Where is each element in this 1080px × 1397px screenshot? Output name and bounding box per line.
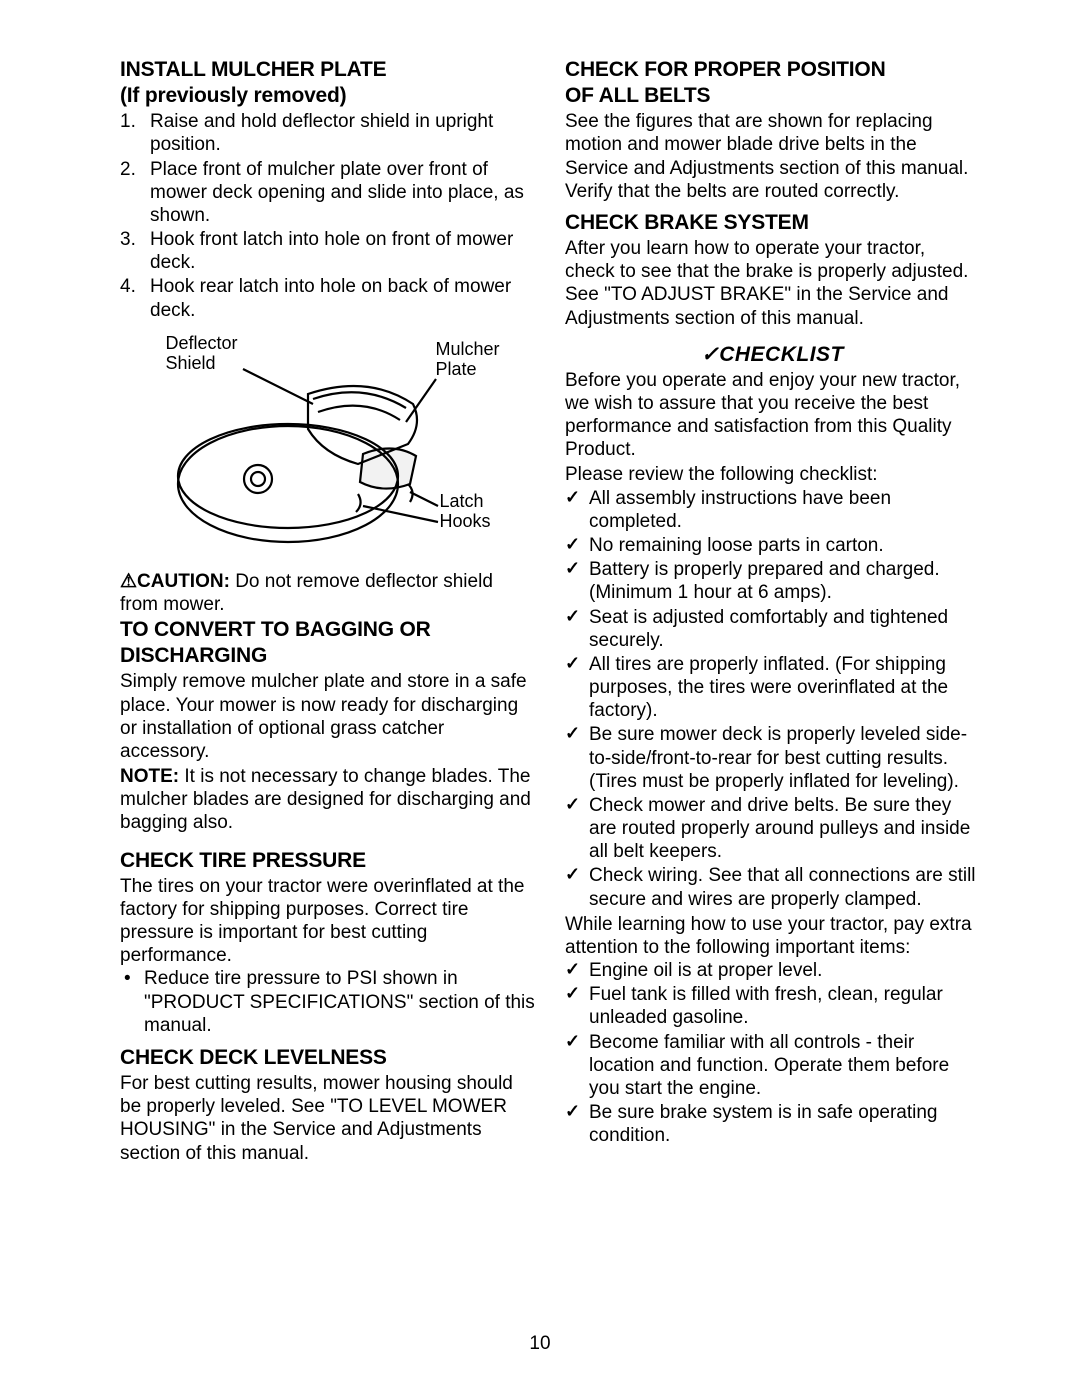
list-item: All tires are properly inflated. (For sh… — [565, 653, 980, 723]
list-item: Engine oil is at proper level. — [565, 959, 980, 982]
heading-checklist: ✓CHECKLIST — [565, 342, 980, 367]
list-item: Check mower and drive belts. Be sure the… — [565, 794, 980, 864]
heading-belts-2: OF ALL BELTS — [565, 84, 980, 108]
figure-label-latch: LatchHooks — [440, 492, 491, 532]
convert-note: NOTE: It is not necessary to change blad… — [120, 765, 535, 835]
page-content: INSTALL MULCHER PLATE (If previously rem… — [0, 0, 1080, 1165]
list-item: Become familiar with all controls - thei… — [565, 1031, 980, 1101]
heading-install-mulcher-2: (If previously removed) — [120, 84, 535, 108]
list-item: 2.Place front of mulcher plate over fron… — [120, 158, 535, 228]
tire-body: The tires on your tractor were overinfla… — [120, 875, 535, 968]
checklist-items-2: Engine oil is at proper level. Fuel tank… — [565, 959, 980, 1147]
heading-deck: CHECK DECK LEVELNESS — [120, 1046, 535, 1070]
bullet-text: Reduce tire pressure to PSI shown in "PR… — [144, 968, 535, 1035]
step-text: Hook rear latch into hole on back of mow… — [150, 276, 511, 320]
brake-body: After you learn how to operate your trac… — [565, 237, 980, 330]
heading-convert-2: DISCHARGING — [120, 644, 535, 668]
caution-label: ⚠CAUTION: — [120, 571, 230, 592]
list-item: Be sure mower deck is properly leveled s… — [565, 723, 980, 793]
left-column: INSTALL MULCHER PLATE (If previously rem… — [120, 56, 535, 1165]
list-item: No remaining loose parts in carton. — [565, 534, 980, 557]
install-mulcher-steps: 1.Raise and hold deflector shield in upr… — [120, 110, 535, 322]
checklist-please: Please review the following checklist: — [565, 463, 980, 486]
convert-body: Simply remove mulcher plate and store in… — [120, 670, 535, 763]
step-text: Hook front latch into hole on front of m… — [150, 229, 513, 273]
list-item: 1.Raise and hold deflector shield in upr… — [120, 110, 535, 156]
figure-label-mulcher: MulcherPlate — [436, 340, 500, 380]
list-item: All assembly instructions have been comp… — [565, 487, 980, 533]
list-item: Be sure brake system is in safe operatin… — [565, 1101, 980, 1147]
list-item: 3.Hook front latch into hole on front of… — [120, 228, 535, 274]
right-column: CHECK FOR PROPER POSITION OF ALL BELTS S… — [565, 56, 980, 1165]
step-text: Raise and hold deflector shield in uprig… — [150, 111, 493, 155]
deck-body: For best cutting results, mower housing … — [120, 1072, 535, 1165]
note-text: It is not necessary to change blades. Th… — [120, 766, 531, 833]
list-item: Seat is adjusted comfortably and tighten… — [565, 606, 980, 652]
heading-belts-1: CHECK FOR PROPER POSITION — [565, 58, 980, 82]
mulcher-figure: DeflectorShield MulcherPlate LatchHooks — [158, 334, 498, 564]
caution-paragraph: ⚠CAUTION: Do not remove deflector shield… — [120, 570, 535, 616]
checklist-intro: Before you operate and enjoy your new tr… — [565, 369, 980, 462]
page-number: 10 — [0, 1333, 1080, 1355]
heading-tire: CHECK TIRE PRESSURE — [120, 849, 535, 873]
step-text: Place front of mulcher plate over front … — [150, 159, 524, 226]
belts-body: See the figures that are shown for repla… — [565, 110, 980, 203]
list-item: Battery is properly prepared and charged… — [565, 558, 980, 604]
list-item: Fuel tank is filled with fresh, clean, r… — [565, 983, 980, 1029]
note-label: NOTE: — [120, 766, 179, 787]
list-item: Reduce tire pressure to PSI shown in "PR… — [120, 967, 535, 1037]
figure-label-deflector: DeflectorShield — [166, 334, 238, 374]
checklist-items-1: All assembly instructions have been comp… — [565, 487, 980, 911]
list-item: 4.Hook rear latch into hole on back of m… — [120, 275, 535, 321]
list-item: Check wiring. See that all connections a… — [565, 864, 980, 910]
heading-convert-1: TO CONVERT TO BAGGING OR — [120, 618, 535, 642]
heading-install-mulcher-1: INSTALL MULCHER PLATE — [120, 58, 535, 82]
heading-brake: CHECK BRAKE SYSTEM — [565, 211, 980, 235]
tire-bullets: Reduce tire pressure to PSI shown in "PR… — [120, 967, 535, 1037]
checklist-mid: While learning how to use your tractor, … — [565, 913, 980, 959]
